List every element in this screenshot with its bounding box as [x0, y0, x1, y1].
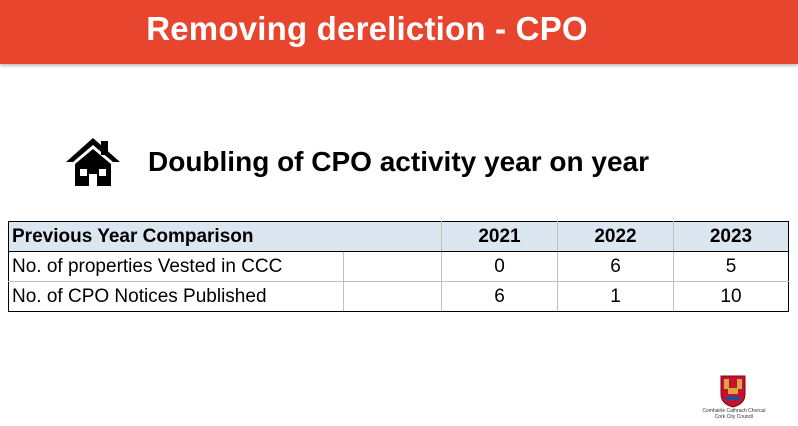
header-spacer: [343, 221, 442, 252]
row-spacer: [343, 251, 442, 282]
row-value: 1: [557, 281, 674, 312]
row-value: 0: [441, 251, 558, 282]
council-logo-text: Comhairle Cathrach Chorcaí Cork City Cou…: [702, 408, 766, 420]
header-year: 2021: [441, 221, 558, 252]
row-label: No. of CPO Notices Published: [8, 281, 344, 312]
row-spacer: [343, 281, 442, 312]
table-row: No. of properties Vested in CCC 0 6 5: [8, 251, 789, 282]
row-value: 10: [673, 281, 789, 312]
header-label: Previous Year Comparison: [8, 221, 344, 252]
slide-title: Removing dereliction - CPO: [146, 10, 588, 47]
title-bar: Removing dereliction - CPO: [0, 0, 798, 64]
row-value: 6: [557, 251, 674, 282]
slide-subtitle: Doubling of CPO activity year on year: [148, 146, 650, 177]
comparison-table: Previous Year Comparison 2021 2022 2023 …: [8, 221, 789, 312]
row-value: 5: [673, 251, 789, 282]
row-value: 6: [441, 281, 558, 312]
table-row: No. of CPO Notices Published 6 1 10: [8, 281, 789, 312]
council-crest-logo: [720, 375, 746, 408]
header-year: 2023: [673, 221, 789, 252]
table-header-row: Previous Year Comparison 2021 2022 2023: [8, 221, 789, 252]
header-year: 2022: [557, 221, 674, 252]
row-label: No. of properties Vested in CCC: [8, 251, 344, 282]
house-icon: [66, 138, 120, 186]
